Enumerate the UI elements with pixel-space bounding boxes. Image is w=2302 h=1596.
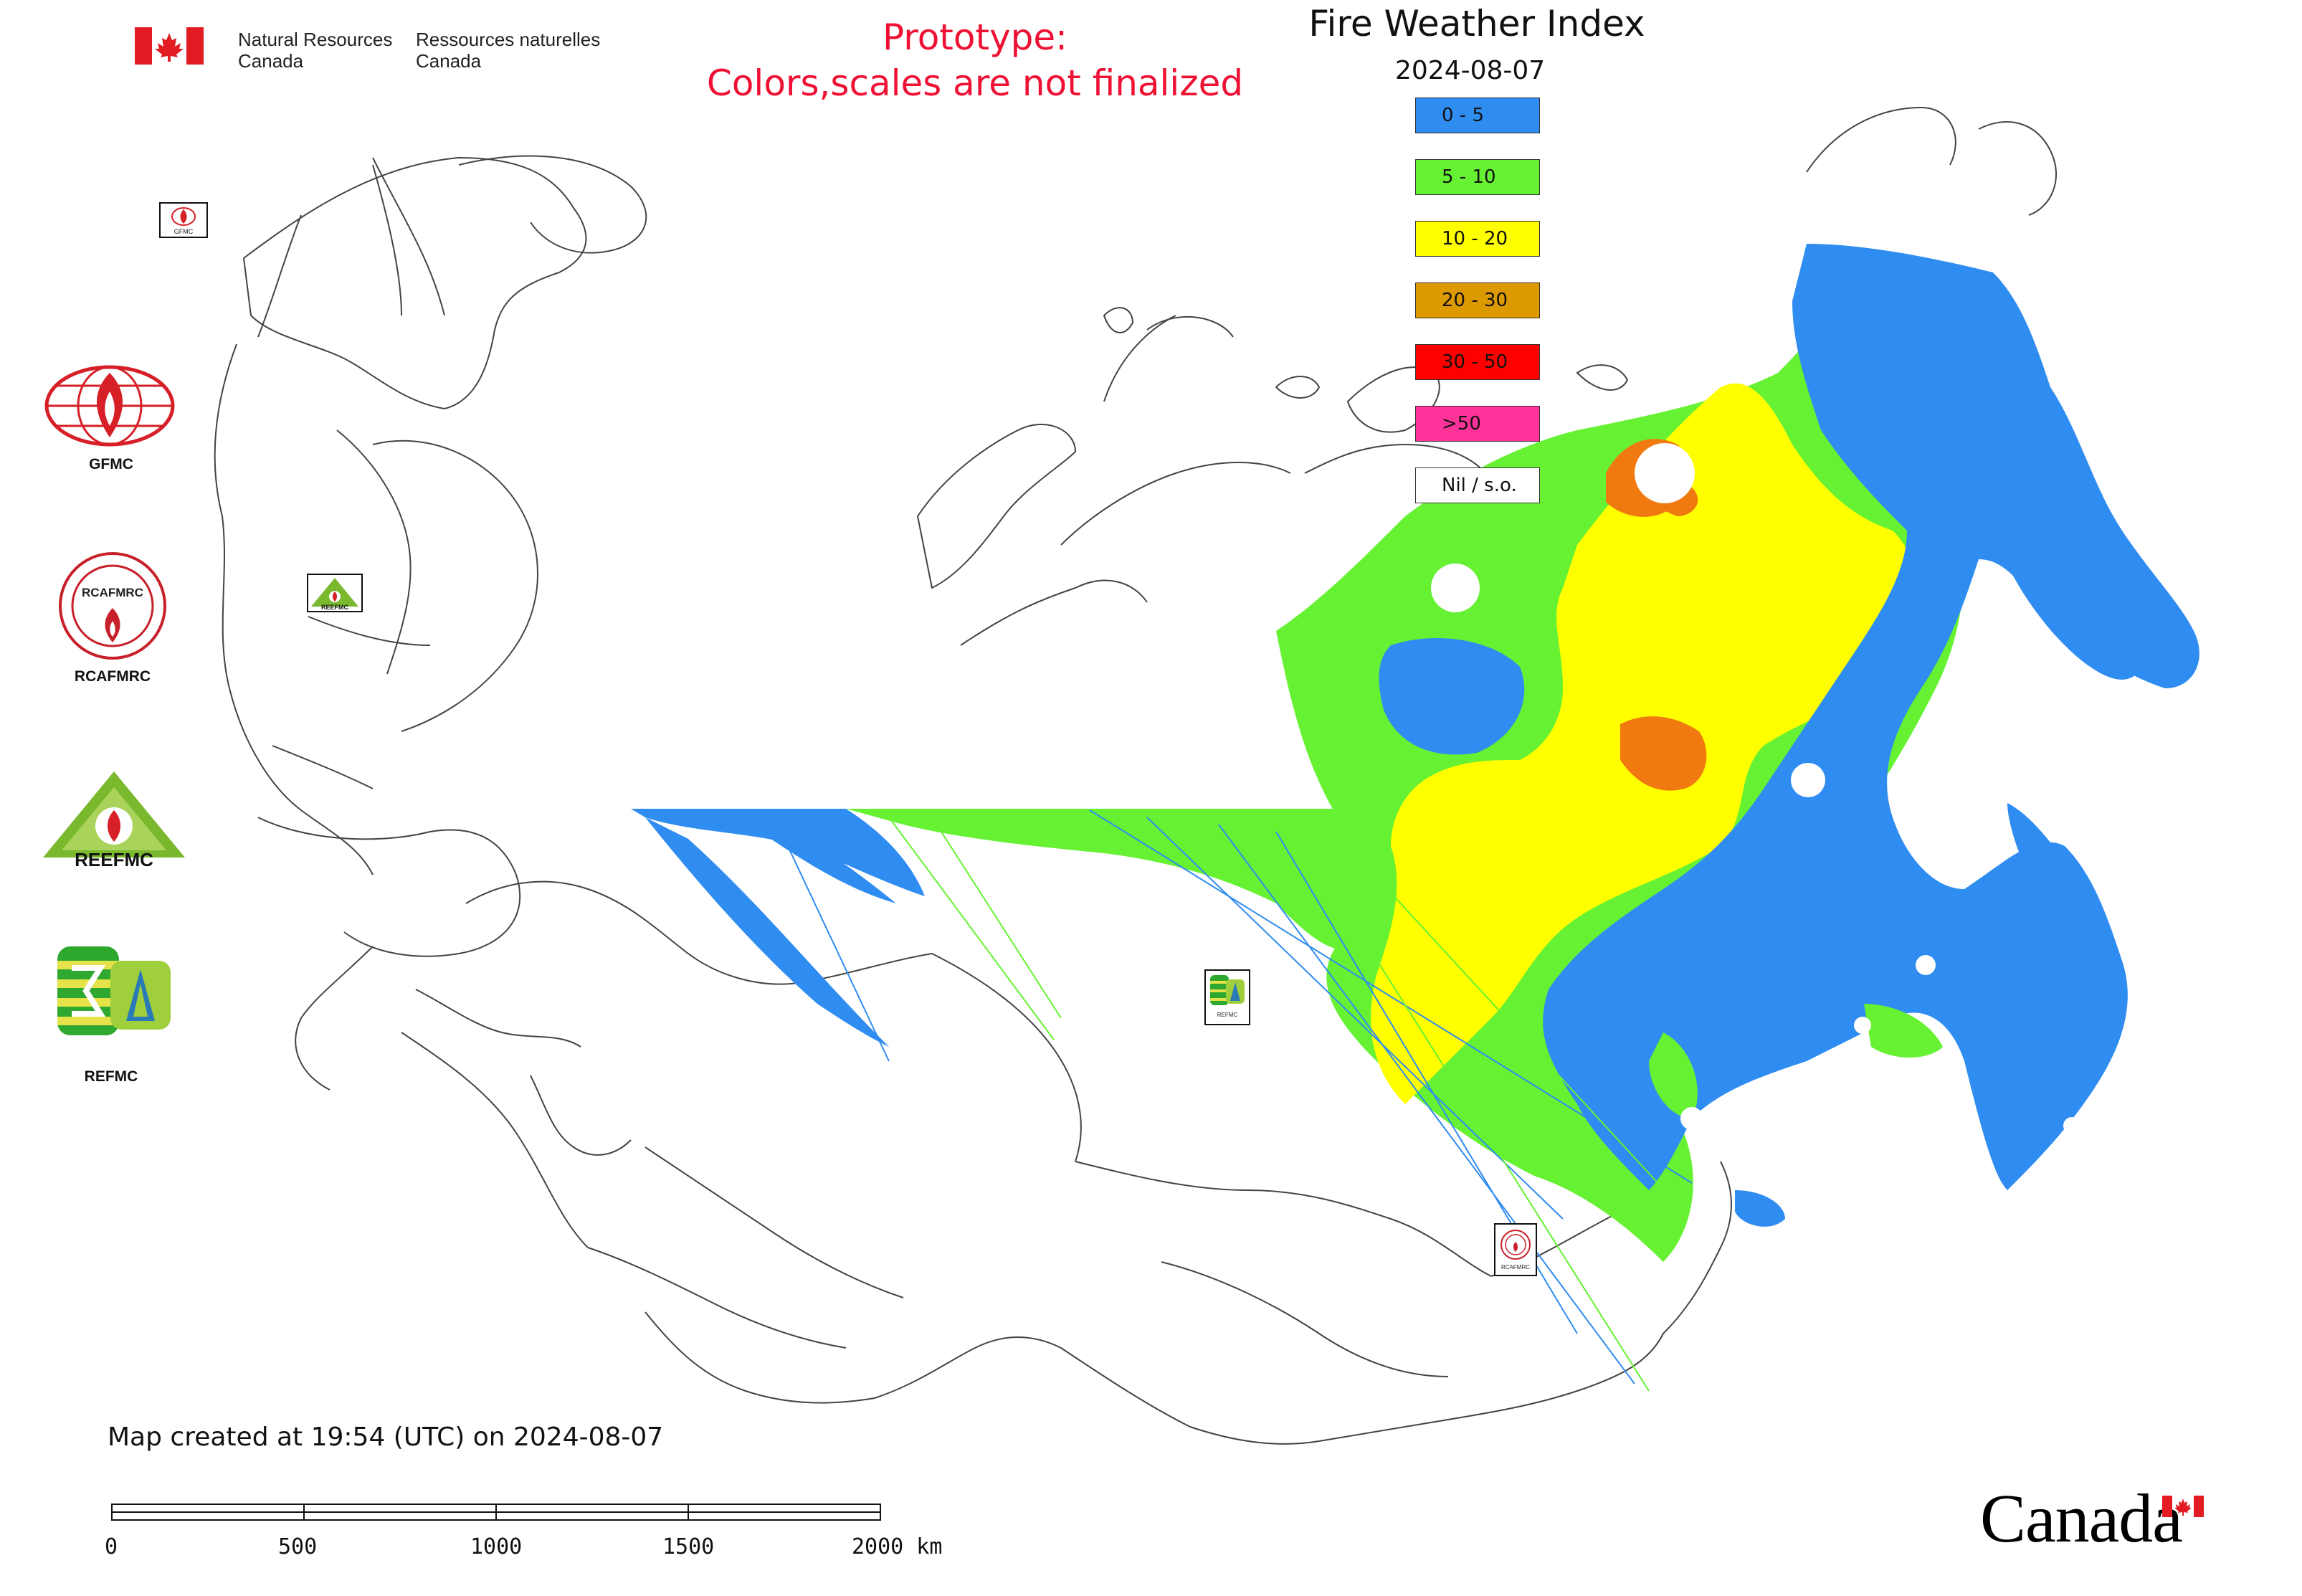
legend-item: 0 - 5 — [1415, 98, 1540, 133]
streak-artifacts — [774, 809, 1693, 1392]
map-date: 2024-08-07 — [1395, 56, 1546, 85]
refmc-marker: REFMC — [1204, 969, 1250, 1025]
refmc-logo-label: REFMC — [84, 1068, 138, 1085]
svg-text:GFMC: GFMC — [174, 228, 194, 235]
refmc-logo — [57, 946, 175, 1038]
reefmc-marker-icon: REEFMC — [311, 578, 358, 611]
refmc-marker-icon: REFMC — [1210, 975, 1245, 1018]
agency-name-fr: Ressources naturelles Canada — [416, 29, 601, 72]
reefmc-logo: REEFMC — [37, 769, 191, 879]
scale-bar-label: 2000 km — [852, 1534, 943, 1559]
gfmc-logo-icon — [44, 365, 175, 447]
reefmc-logo-icon: REEFMC — [43, 771, 185, 870]
gc-signature — [135, 27, 204, 67]
scale-bar-graphic — [111, 1504, 881, 1521]
agency-name-en: Natural Resources Canada — [238, 29, 393, 72]
canada-wordmark-text: Canada — [1980, 1480, 2183, 1557]
map-created-text: Map created at 19:54 (UTC) on 2024-08-07 — [108, 1422, 664, 1452]
gfmc-marker: GFMC — [159, 202, 208, 238]
legend-item: 5 - 10 — [1415, 159, 1540, 195]
fwi-raster — [631, 244, 2199, 1262]
map-title: Fire Weather Index — [1308, 3, 1645, 44]
svg-text:REFMC: REFMC — [1217, 1012, 1238, 1018]
fwi-zone-0-5-east — [1543, 244, 2199, 1190]
svg-text:REEFMC: REEFMC — [321, 604, 349, 611]
reefmc-marker: REEFMC — [307, 574, 363, 612]
gfmc-marker-icon: GFMC — [171, 207, 196, 235]
legend-item-label: 30 - 50 — [1442, 351, 1508, 373]
prototype-notice-line1: Prototype: — [882, 16, 1068, 58]
gfmc-logo-label: GFMC — [89, 456, 133, 472]
legend-item: Nil / s.o. — [1415, 467, 1540, 503]
scale-bar-label: 0 — [105, 1534, 118, 1559]
scale-bar-label: 500 — [278, 1534, 318, 1559]
legend-item-label: 20 - 30 — [1442, 290, 1508, 311]
svg-text:REEFMC: REEFMC — [75, 849, 153, 870]
legend-item-label: 5 - 10 — [1442, 166, 1496, 188]
refmc-logo-icon — [57, 946, 171, 1035]
canada-wordmark-flag-icon — [2162, 1496, 2204, 1517]
prototype-notice-line2: Colors,scales are not finalized — [706, 62, 1244, 104]
rcafmrc-marker-icon: RCAFMRC — [1500, 1230, 1531, 1270]
legend-item: >50 — [1415, 406, 1540, 442]
rcafmrc-marker: RCAFMRC — [1494, 1223, 1537, 1276]
legend-item-label: 10 - 20 — [1442, 228, 1508, 250]
legend-item-label: Nil / s.o. — [1442, 475, 1517, 496]
fwi-zone-0-5-west — [631, 809, 925, 896]
canada-flag-icon — [135, 27, 204, 65]
rcafmrc-logo-icon: RCAFMRC — [59, 552, 166, 660]
legend-item: 10 - 20 — [1415, 221, 1540, 257]
prototype-notice: Prototype: Colors,scales are not finaliz… — [645, 14, 1305, 106]
rcafmrc-logo: RCAFMRC — [57, 551, 168, 664]
svg-text:RCAFMRC: RCAFMRC — [82, 586, 143, 599]
legend-item-label: >50 — [1442, 413, 1481, 434]
svg-text:RCAFMRC: RCAFMRC — [1501, 1264, 1530, 1270]
scale-bar-label: 1500 — [662, 1534, 715, 1559]
scale-bar-label: 1000 — [470, 1534, 523, 1559]
legend-item: 20 - 30 — [1415, 282, 1540, 318]
canada-wordmark: Canada — [1980, 1478, 2204, 1558]
gfmc-logo — [42, 363, 178, 452]
legend-item: 30 - 50 — [1415, 344, 1540, 380]
rcafmrc-logo-label: RCAFMRC — [74, 668, 151, 685]
legend-item-label: 0 - 5 — [1442, 105, 1484, 126]
